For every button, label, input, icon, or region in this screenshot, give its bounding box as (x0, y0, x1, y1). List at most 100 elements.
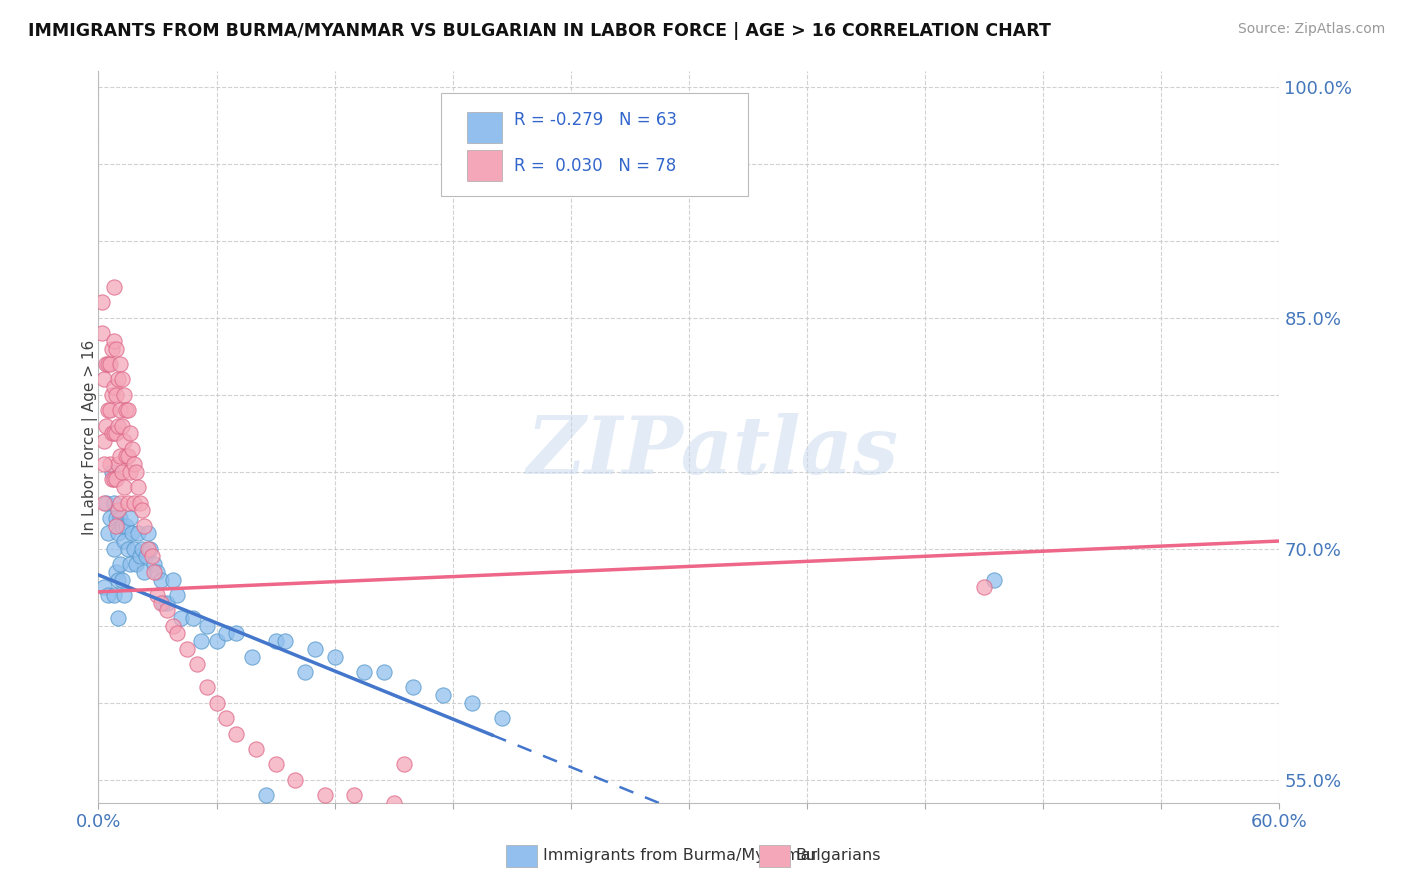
Point (93, 434, 115, 448)
Point (108, 511, 131, 525)
Point (103, 280, 125, 294)
Point (101, 426, 124, 441)
Point (141, 549, 163, 564)
Point (98, 457, 121, 471)
Point (205, 696, 228, 710)
Point (392, 880, 415, 892)
Point (190, 634, 212, 648)
Point (142, 565, 165, 579)
Point (125, 465, 148, 479)
Point (105, 511, 128, 525)
Point (122, 457, 145, 471)
Point (973, 580, 995, 594)
Point (93, 457, 115, 471)
Point (107, 573, 129, 587)
Point (402, 681, 425, 695)
Point (128, 549, 150, 564)
FancyBboxPatch shape (467, 150, 502, 181)
Point (373, 665, 395, 679)
Point (111, 573, 134, 587)
Point (111, 418, 134, 433)
Point (96, 418, 118, 433)
Point (118, 557, 141, 571)
Point (127, 480, 149, 494)
Point (118, 511, 141, 525)
Text: Bulgarians: Bulgarians (796, 848, 882, 863)
Point (103, 380, 125, 394)
Point (136, 526, 159, 541)
Point (112, 588, 135, 602)
Point (127, 526, 149, 541)
Point (432, 688, 454, 702)
Point (156, 596, 179, 610)
Point (135, 549, 157, 564)
Point (103, 588, 125, 602)
Point (152, 596, 174, 610)
Point (264, 757, 287, 772)
Point (101, 388, 124, 402)
Point (138, 541, 160, 556)
Point (97, 403, 120, 417)
Point (96, 495, 118, 509)
Point (93, 580, 115, 594)
Point (101, 465, 124, 479)
Point (103, 334, 125, 348)
Point (112, 480, 135, 494)
Point (107, 457, 129, 471)
Point (117, 403, 139, 417)
Point (304, 641, 326, 656)
Point (107, 418, 129, 433)
Point (97, 526, 120, 541)
Point (101, 342, 124, 356)
Point (97, 588, 120, 602)
Point (170, 611, 193, 625)
Point (97, 357, 120, 371)
Point (146, 588, 169, 602)
Point (128, 495, 150, 509)
Point (107, 611, 129, 625)
Text: Immigrants from Burma/Myanmar: Immigrants from Burma/Myanmar (543, 848, 817, 863)
Point (98, 357, 121, 371)
Point (225, 726, 247, 740)
Point (254, 788, 277, 802)
Point (132, 565, 155, 579)
Point (125, 557, 148, 571)
Point (101, 472, 124, 486)
Point (264, 634, 287, 648)
Point (162, 573, 184, 587)
Point (91, 295, 114, 310)
Point (205, 634, 228, 648)
Point (195, 681, 218, 695)
Point (105, 565, 128, 579)
Text: R =  0.030   N = 78: R = 0.030 N = 78 (515, 158, 676, 176)
Point (150, 573, 173, 587)
Point (225, 626, 247, 640)
Point (103, 472, 125, 486)
Point (162, 618, 184, 632)
Point (132, 518, 155, 533)
Point (121, 526, 143, 541)
Point (103, 426, 125, 441)
Text: ZIPatlas: ZIPatlas (526, 413, 898, 491)
Point (146, 565, 169, 579)
Point (98, 403, 121, 417)
Point (323, 649, 346, 664)
Point (105, 342, 128, 356)
Point (107, 503, 129, 517)
Point (91, 326, 114, 340)
Point (108, 357, 131, 371)
Point (111, 518, 134, 533)
Point (491, 711, 513, 725)
Point (111, 465, 134, 479)
Point (117, 495, 139, 509)
Point (115, 450, 138, 464)
Point (118, 465, 141, 479)
Point (107, 526, 129, 541)
Point (215, 711, 238, 725)
Point (122, 495, 145, 509)
Point (122, 541, 145, 556)
Point (166, 588, 188, 602)
Y-axis label: In Labor Force | Age > 16: In Labor Force | Age > 16 (82, 340, 98, 534)
Point (142, 557, 165, 571)
Point (111, 372, 134, 386)
